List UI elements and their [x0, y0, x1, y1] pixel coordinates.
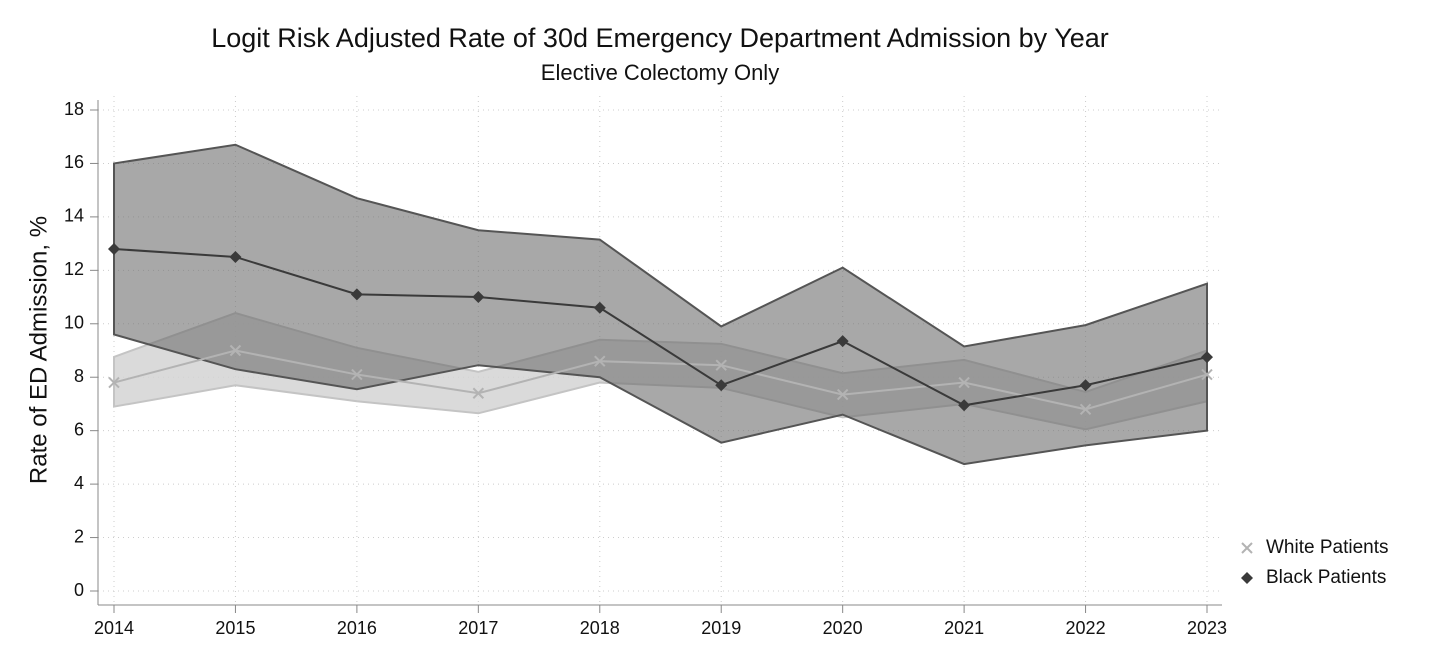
y-tick-label: 6: [74, 419, 84, 439]
y-tick-label: 12: [64, 259, 84, 279]
legend-marker: [1241, 542, 1253, 554]
point: [958, 376, 970, 389]
point: [1201, 351, 1213, 364]
y-tick-label: 16: [64, 152, 84, 172]
point: [836, 388, 849, 401]
legend-label: Black Patients: [1266, 567, 1386, 588]
y-tick-label: 2: [74, 526, 84, 546]
x-tick-label: 2020: [823, 618, 863, 638]
point: [108, 376, 120, 389]
point: [836, 335, 849, 348]
point: [108, 242, 120, 255]
x-tick-label: 2018: [580, 618, 620, 638]
y-tick-label: 10: [64, 313, 84, 333]
x-tick-label: 2023: [1187, 618, 1227, 638]
point: [594, 355, 606, 367]
point: [1079, 403, 1092, 415]
x-tick-label: 2022: [1066, 618, 1106, 638]
x-tick-label: 2014: [94, 618, 134, 638]
line: [113, 247, 1208, 407]
y-axis-label: Rate of ED Admission, %: [25, 216, 52, 484]
chart-subtitle: Elective Colectomy Only: [541, 60, 779, 85]
point: [229, 344, 242, 357]
legend-marker: [1241, 572, 1253, 584]
point: [350, 288, 363, 301]
legend-label: White Patients: [1266, 537, 1389, 558]
y-tick-label: 14: [64, 206, 84, 226]
point: [958, 399, 971, 412]
y-tick-label: 8: [74, 366, 84, 386]
point: [715, 379, 728, 392]
point: [1079, 379, 1092, 392]
x-tick-label: 2015: [215, 618, 255, 638]
point: [229, 250, 242, 263]
point: [472, 387, 485, 399]
chart-title: Logit Risk Adjusted Rate of 30d Emergenc…: [211, 23, 1109, 53]
x-tick-label: 2016: [337, 618, 377, 638]
point: [351, 368, 363, 381]
y-tick-label: 4: [74, 473, 84, 493]
point: [593, 301, 606, 314]
y-tick-label: 0: [74, 580, 84, 600]
x-tick-label: 2019: [701, 618, 741, 638]
x-tick-label: 2017: [458, 618, 498, 638]
point: [715, 359, 727, 371]
point: [472, 291, 485, 304]
x-tick-label: 2021: [944, 618, 984, 638]
point: [1201, 368, 1213, 381]
y-tick-label: 18: [64, 99, 84, 119]
confidence-band: [113, 143, 1208, 466]
